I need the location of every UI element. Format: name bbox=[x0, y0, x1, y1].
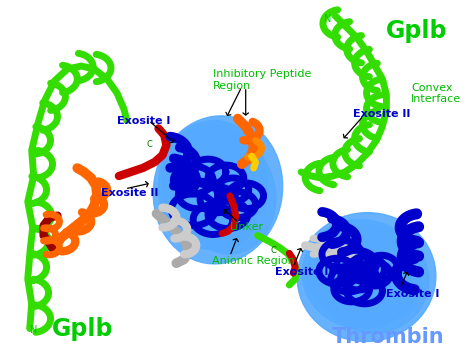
Text: Exosite II: Exosite II bbox=[353, 109, 410, 119]
Ellipse shape bbox=[162, 125, 254, 231]
Ellipse shape bbox=[327, 240, 410, 328]
Ellipse shape bbox=[307, 221, 402, 318]
Text: C: C bbox=[146, 140, 153, 150]
Text: Thrombin: Thrombin bbox=[332, 326, 445, 347]
Text: Exosite II: Exosite II bbox=[275, 267, 333, 277]
Text: N: N bbox=[30, 325, 37, 335]
Text: C: C bbox=[271, 246, 276, 255]
Ellipse shape bbox=[176, 136, 276, 254]
Text: Exosite II: Exosite II bbox=[101, 188, 158, 198]
Ellipse shape bbox=[320, 229, 429, 333]
Ellipse shape bbox=[153, 116, 283, 264]
Text: Convex
Interface: Convex Interface bbox=[411, 83, 461, 105]
Text: Exosite I: Exosite I bbox=[117, 116, 170, 126]
Ellipse shape bbox=[297, 213, 436, 341]
Text: Gplb: Gplb bbox=[52, 317, 113, 341]
Text: N: N bbox=[324, 14, 331, 23]
Ellipse shape bbox=[302, 220, 421, 329]
Ellipse shape bbox=[180, 152, 260, 251]
Ellipse shape bbox=[158, 121, 267, 249]
Text: Gplb: Gplb bbox=[386, 20, 448, 43]
Text: Anionic Region: Anionic Region bbox=[212, 256, 295, 266]
Text: Exosite I: Exosite I bbox=[386, 289, 440, 299]
Text: Linker: Linker bbox=[230, 221, 264, 232]
Text: Inhibitory Peptide
Region: Inhibitory Peptide Region bbox=[213, 69, 311, 91]
